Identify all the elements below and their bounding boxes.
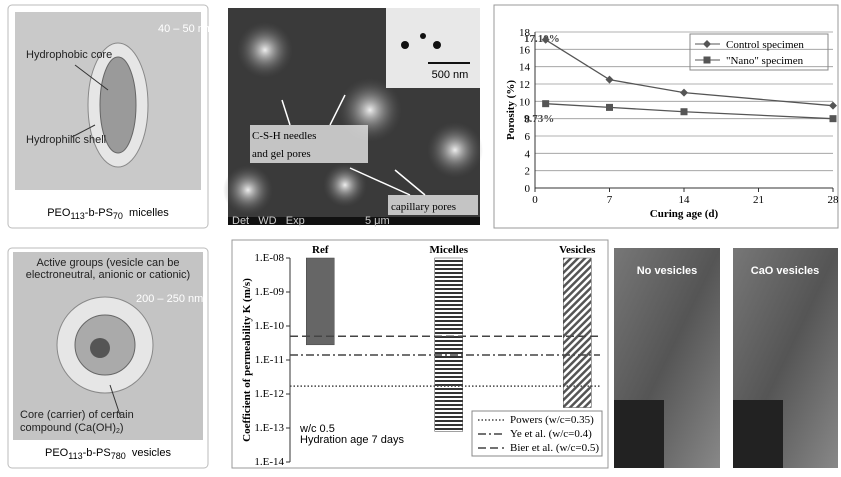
core-part: compound (Ca(OH) — [20, 422, 116, 434]
photo-label: No vesicles — [637, 265, 698, 277]
y-tick-label: 1.E-09 — [254, 286, 284, 298]
y-tick-label: 4 — [525, 148, 531, 160]
core-label: Hydrophobic core — [26, 49, 112, 61]
y-tick-label: 18 — [519, 27, 531, 39]
groups-label: Active groups (vesicle can be — [36, 257, 179, 269]
caption: PEO113-b-PS70 micelles — [47, 207, 169, 221]
legend-label: Powers (w/c=0.35) — [510, 414, 594, 426]
needles-label: C-S-H needles — [252, 130, 316, 142]
x-tick-label: 28 — [828, 194, 840, 206]
point — [830, 115, 837, 122]
size-label: 200 – 250 nm — [136, 293, 203, 305]
y-tick-label: 12 — [519, 79, 530, 91]
caption-part: PEO — [45, 447, 69, 459]
bar — [306, 258, 334, 345]
x-tick-label: 0 — [532, 194, 538, 206]
x-tick-label: 21 — [753, 194, 764, 206]
note: Hydration age 7 days — [300, 434, 404, 446]
y-tick-label: 1.E-12 — [254, 388, 284, 400]
y-tick-label: 1.E-08 — [254, 252, 284, 264]
y-tick-label: 1.E-13 — [254, 422, 284, 434]
core-label: Core (carrier) of certain — [20, 409, 134, 421]
photos-panel: No vesicles CaO vesicles — [614, 248, 838, 468]
bar — [435, 258, 463, 431]
caption-sub: 70 — [113, 211, 123, 221]
figure: 40 – 50 nm Hydrophobic core Hydrophilic … — [0, 0, 841, 472]
caption-part: PEO — [47, 207, 71, 219]
caption-part: vesicles — [126, 447, 172, 459]
needles-label: and gel pores — [252, 148, 311, 160]
caption-part: -b-PS — [83, 447, 111, 459]
y-tick-label: 10 — [519, 96, 531, 108]
y-tick-label: 0 — [525, 183, 531, 195]
caption-sub: 113 — [70, 211, 84, 221]
inset-scale: 500 nm — [432, 69, 469, 81]
legend-label: Bier et al. (w/c=0.5) — [510, 442, 599, 454]
legend-label: Control specimen — [726, 39, 804, 51]
size-label: 40 – 50 nm — [158, 23, 213, 35]
groups-label: electroneutral, anionic or cationic) — [26, 269, 190, 281]
y-tick-label: 16 — [519, 44, 531, 56]
legend-label: Ye et al. (w/c=0.4) — [510, 428, 592, 440]
x-tick-label: 7 — [607, 194, 613, 206]
bar — [563, 258, 591, 408]
sem-info: Det WD Exp — [232, 215, 305, 227]
point — [704, 57, 711, 64]
category-label: Micelles — [430, 244, 469, 256]
y-axis-label: Porosity (%) — [505, 80, 517, 140]
vesicle-panel: Active groups (vesicle can be electroneu… — [8, 248, 208, 468]
y-tick-label: 1.E-11 — [255, 354, 284, 366]
sem-scale: 5 μm — [365, 215, 390, 227]
y-tick-label: 14 — [519, 62, 531, 74]
point — [606, 104, 613, 111]
y-tick-label: 1.E-14 — [254, 456, 284, 468]
point — [542, 100, 549, 107]
y-axis-label: Coefficient of permeability K (m/s) — [241, 278, 253, 442]
x-axis-label: Curing age (d) — [650, 208, 719, 220]
core-part: ) — [120, 422, 124, 434]
page: 40 – 50 nm Hydrophobic core Hydrophilic … — [0, 0, 841, 472]
caption-sub: 113 — [68, 451, 82, 461]
y-tick-label: 8 — [525, 114, 531, 126]
caption-sub: 780 — [111, 451, 126, 461]
sem-panel: 500 nm C-S-H needles and gel pores capil… — [223, 8, 483, 227]
core-label: compound (Ca(OH)2) — [20, 422, 124, 435]
capillary-label: capillary pores — [391, 201, 456, 213]
y-tick-label: 2 — [525, 166, 531, 178]
caption-part: micelles — [123, 207, 169, 219]
shell-label: Hydrophilic shell — [26, 134, 106, 146]
legend-label: "Nano" specimen — [726, 55, 804, 67]
x-tick-label: 14 — [679, 194, 691, 206]
caption-part: -b-PS — [85, 207, 113, 219]
y-tick-label: 1.E-10 — [254, 320, 284, 332]
caption: PEO113-b-PS780 vesicles — [45, 447, 171, 461]
micelle-panel: 40 – 50 nm Hydrophobic core Hydrophilic … — [8, 5, 213, 228]
y-tick-label: 6 — [525, 131, 531, 143]
category-label: Ref — [312, 244, 329, 256]
category-label: Vesicles — [559, 244, 596, 256]
point — [681, 108, 688, 115]
photo-label: CaO vesicles — [751, 265, 820, 277]
